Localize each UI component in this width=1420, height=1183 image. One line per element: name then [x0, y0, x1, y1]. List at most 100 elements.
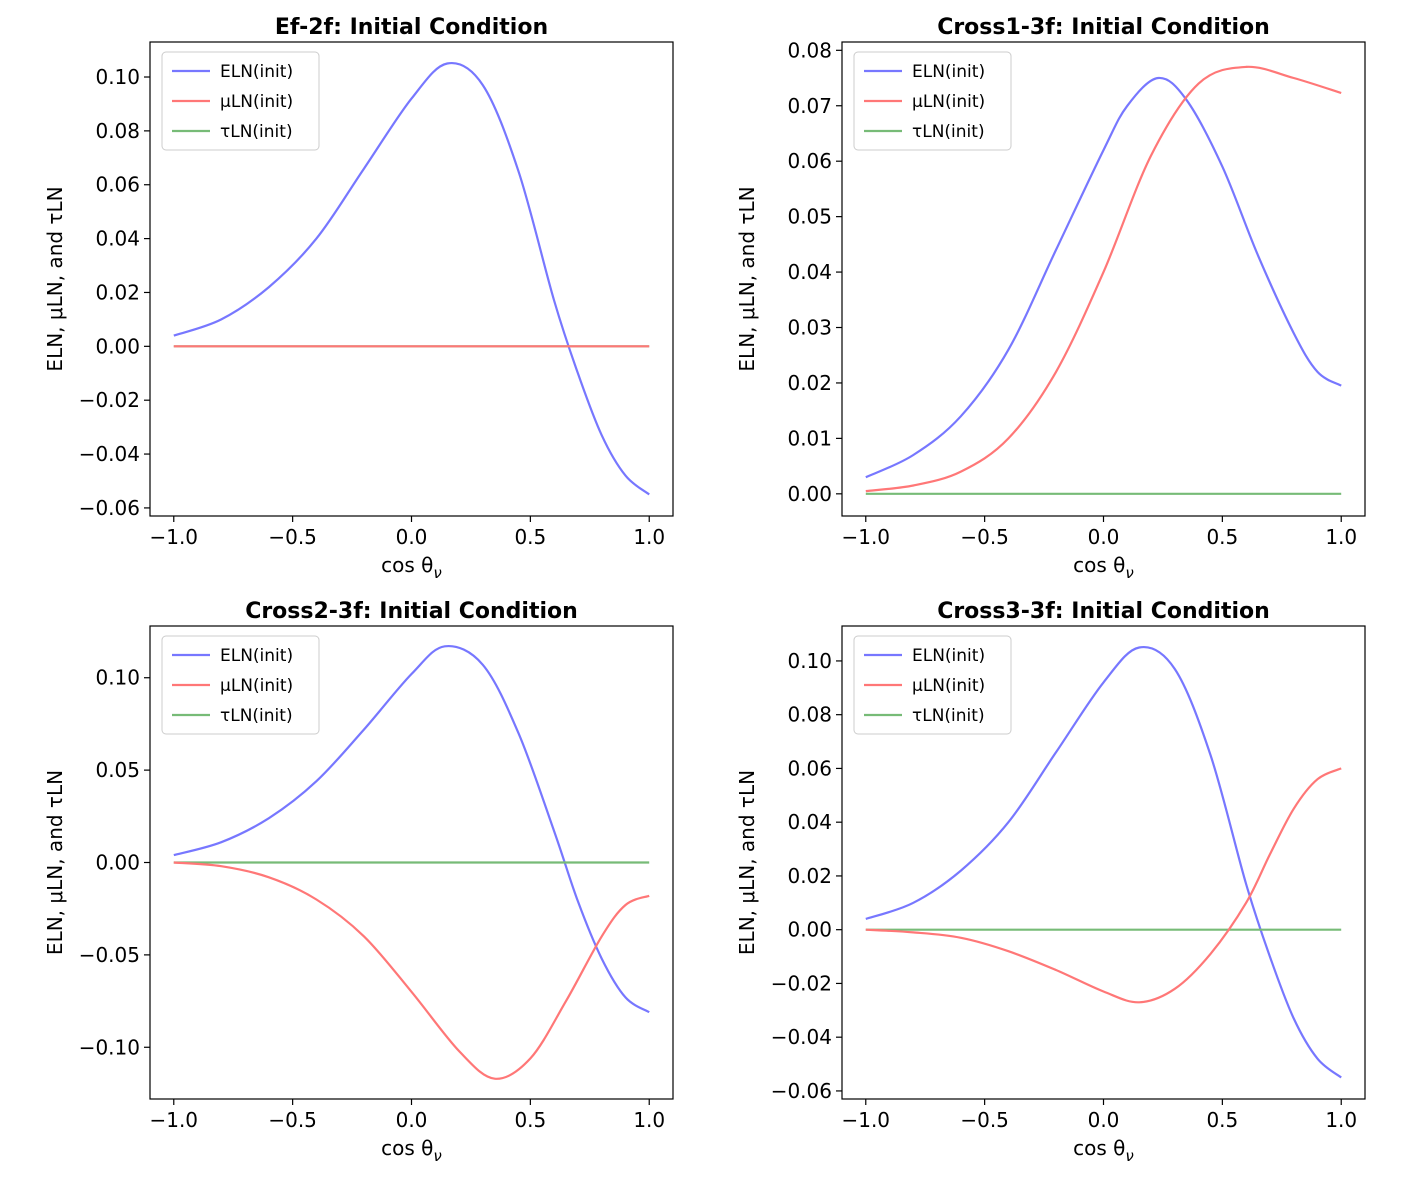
legend-label: ELN(init): [220, 62, 293, 82]
x-tick-label: 0.5: [514, 1108, 546, 1132]
y-tick-label: 0.10: [95, 65, 140, 89]
x-tick-label: 0.0: [1088, 1108, 1120, 1132]
y-tick-label: 0.06: [787, 756, 832, 780]
y-tick-label: −0.06: [771, 1079, 832, 1103]
y-axis-label: ELN, μLN, and τLN: [735, 186, 759, 371]
chart-title: Ef-2f: Initial Condition: [275, 15, 548, 40]
x-tick-label: −1.0: [841, 1108, 890, 1132]
legend-label: μLN(init): [912, 676, 985, 696]
y-tick-label: 0.06: [95, 173, 140, 197]
chart-title: Cross1-3f: Initial Condition: [937, 15, 1270, 40]
legend-box: [853, 635, 1012, 735]
legend-label: ELN(init): [220, 646, 293, 666]
eln-line: [865, 645, 1342, 1079]
eln-line: [865, 76, 1342, 479]
y-tick-label: 0.10: [95, 666, 140, 690]
x-tick-label: 0.0: [396, 525, 428, 549]
y-tick-label: −0.02: [771, 971, 832, 995]
y-tick-label: 0.04: [95, 227, 140, 251]
x-axis-label-base: cos θ: [1073, 1136, 1125, 1160]
y-tick-label: 0.10: [787, 649, 832, 673]
y-tick-label: 0.07: [787, 94, 832, 118]
legend-box: [161, 635, 320, 735]
x-axis-label-subscript: ν: [1125, 564, 1133, 582]
y-tick-label: 0.01: [787, 426, 832, 450]
y-tick-label: 0.02: [787, 864, 832, 888]
y-tick-label: −0.02: [79, 388, 140, 412]
chart-title: Cross2-3f: Initial Condition: [245, 599, 578, 624]
legend-label: μLN(init): [220, 676, 293, 696]
y-tick-label: 0.08: [787, 38, 832, 62]
x-axis-label-base: cos θ: [381, 553, 433, 577]
y-tick-label: 0.03: [787, 316, 832, 340]
x-tick-label: 1.0: [633, 525, 665, 549]
x-axis-label: cos θν: [1073, 553, 1134, 582]
x-axis-label: cos θν: [1073, 1136, 1134, 1165]
legend-label: ELN(init): [912, 62, 985, 82]
x-tick-label: 1.0: [633, 1108, 665, 1132]
legend-label: μLN(init): [912, 92, 985, 112]
y-tick-label: 0.08: [95, 119, 140, 143]
y-tick-label: −0.04: [79, 442, 140, 466]
mu-ln-line: [173, 861, 650, 1080]
chart-panel-4: Cross3-3f: Initial Condition−1.0 −0.5 0.0 0…: [735, 599, 1366, 1165]
x-tick-label: −1.0: [841, 525, 890, 549]
legend: ELN(init) μLN(init) τLN(init): [853, 51, 1012, 151]
y-tick-label: −0.06: [79, 496, 140, 520]
x-tick-label: −1.0: [149, 525, 198, 549]
x-tick-label: −0.5: [960, 525, 1009, 549]
y-tick-label: 0.00: [787, 918, 832, 942]
y-tick-label: −0.10: [79, 1035, 140, 1059]
series-group: [865, 645, 1342, 1079]
x-tick-label: 1.0: [1325, 525, 1357, 549]
x-axis-label-subscript: ν: [1125, 1147, 1133, 1165]
x-tick-label: 0.5: [1206, 525, 1238, 549]
legend-label: ELN(init): [912, 646, 985, 666]
legend-label: τLN(init): [912, 706, 985, 726]
legend-label: τLN(init): [912, 122, 985, 142]
chart-title: Cross3-3f: Initial Condition: [937, 599, 1270, 624]
y-tick-label: 0.08: [787, 703, 832, 727]
y-tick-label: 0.02: [95, 280, 140, 304]
legend: ELN(init) μLN(init) τLN(init): [161, 635, 320, 735]
y-tick-label: 0.05: [787, 205, 832, 229]
x-tick-label: 0.0: [396, 1108, 428, 1132]
mu-ln-line: [865, 65, 1342, 493]
x-tick-label: −0.5: [268, 525, 317, 549]
mu-ln-line: [865, 767, 1342, 1004]
x-tick-label: 0.5: [1206, 1108, 1238, 1132]
series-group: [865, 65, 1342, 495]
y-tick-label: 0.04: [787, 260, 832, 284]
y-tick-label: 0.05: [95, 758, 140, 782]
x-tick-label: −0.5: [960, 1108, 1009, 1132]
y-tick-label: 0.06: [787, 149, 832, 173]
legend-label: τLN(init): [220, 706, 293, 726]
x-axis-label-base: cos θ: [1073, 553, 1125, 577]
series-group: [173, 644, 650, 1080]
chart-panel-3: Cross2-3f: Initial Condition−1.0 −0.5 0.0 0…: [43, 599, 674, 1165]
y-tick-label: 0.00: [95, 851, 140, 875]
x-tick-label: 0.5: [514, 525, 546, 549]
y-tick-label: −0.05: [79, 943, 140, 967]
chart-panel-2: Cross1-3f: Initial Condition−1.0 −0.5 0.0 0…: [735, 15, 1366, 582]
y-tick-label: 0.04: [787, 810, 832, 834]
x-axis-label-base: cos θ: [381, 1136, 433, 1160]
x-tick-label: −0.5: [268, 1108, 317, 1132]
x-axis-label: cos θν: [381, 553, 442, 582]
x-tick-label: 1.0: [1325, 1108, 1357, 1132]
y-tick-label: 0.00: [95, 334, 140, 358]
y-tick-label: 0.02: [787, 371, 832, 395]
x-axis-label: cos θν: [381, 1136, 442, 1165]
legend: ELN(init) μLN(init) τLN(init): [161, 51, 320, 151]
legend-label: τLN(init): [220, 122, 293, 142]
y-tick-label: 0.00: [787, 482, 832, 506]
legend: ELN(init) μLN(init) τLN(init): [853, 635, 1012, 735]
x-tick-label: −1.0: [149, 1108, 198, 1132]
y-axis-label: ELN, μLN, and τLN: [43, 770, 67, 955]
y-axis-label: ELN, μLN, and τLN: [735, 770, 759, 955]
series-group: [173, 61, 650, 496]
legend-box: [853, 51, 1012, 151]
x-axis-label-subscript: ν: [433, 564, 441, 582]
x-tick-label: 0.0: [1088, 525, 1120, 549]
